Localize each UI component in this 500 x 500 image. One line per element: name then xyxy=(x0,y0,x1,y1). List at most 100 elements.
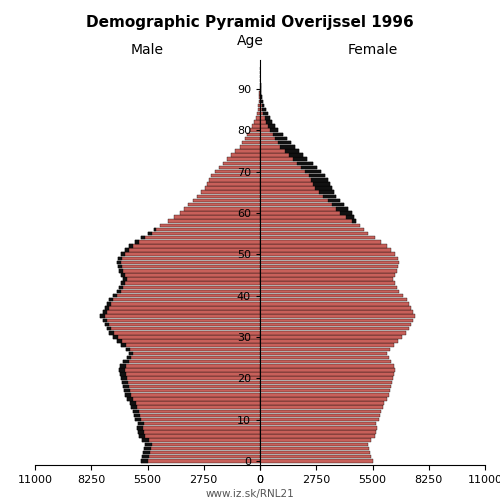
Bar xyxy=(196,194,260,198)
Bar xyxy=(260,116,270,119)
Bar xyxy=(108,331,114,334)
Bar xyxy=(328,199,340,202)
Bar xyxy=(121,282,125,285)
Text: Age: Age xyxy=(236,34,264,48)
Bar xyxy=(260,211,352,214)
Bar xyxy=(297,162,313,165)
Bar xyxy=(129,244,260,248)
Bar xyxy=(117,290,260,293)
Bar xyxy=(260,348,390,351)
Bar xyxy=(112,294,117,298)
Bar xyxy=(260,265,398,268)
Bar xyxy=(260,426,376,430)
Bar xyxy=(117,340,260,343)
Bar xyxy=(260,199,340,202)
Bar xyxy=(119,286,260,289)
Bar xyxy=(121,344,260,347)
Bar xyxy=(121,376,260,380)
Bar xyxy=(135,418,141,422)
Bar xyxy=(260,306,412,310)
Bar xyxy=(260,294,403,298)
Bar xyxy=(262,108,266,112)
Bar xyxy=(260,96,262,99)
Bar xyxy=(274,132,282,136)
Bar xyxy=(258,108,260,112)
Bar xyxy=(207,182,260,186)
Bar xyxy=(108,298,112,302)
Bar xyxy=(127,397,133,400)
Bar xyxy=(160,224,260,227)
Bar xyxy=(148,232,260,235)
Bar xyxy=(192,199,260,202)
Bar xyxy=(244,137,260,140)
Bar xyxy=(133,410,260,413)
Bar xyxy=(135,240,140,244)
Bar xyxy=(112,335,260,338)
Bar xyxy=(278,141,290,144)
Bar xyxy=(119,286,123,289)
Bar xyxy=(260,376,393,380)
Bar xyxy=(120,364,260,368)
Bar xyxy=(121,344,126,347)
Bar xyxy=(106,327,110,330)
Bar xyxy=(260,446,370,450)
Bar xyxy=(260,260,399,264)
Bar xyxy=(305,170,322,173)
Bar xyxy=(260,372,394,376)
Bar xyxy=(260,459,372,462)
Bar xyxy=(260,87,261,90)
Bar xyxy=(102,310,106,314)
Bar xyxy=(131,406,138,409)
Bar xyxy=(260,410,380,413)
Bar xyxy=(260,298,408,302)
Bar xyxy=(352,220,356,223)
Bar xyxy=(123,278,260,281)
Bar xyxy=(260,360,391,364)
Bar xyxy=(332,203,344,206)
Bar xyxy=(228,158,260,161)
Bar xyxy=(134,414,260,417)
Bar xyxy=(117,260,260,264)
Bar xyxy=(120,364,126,368)
Bar xyxy=(142,236,146,240)
Bar xyxy=(121,376,127,380)
Bar xyxy=(125,248,260,252)
Bar xyxy=(260,92,262,95)
Bar xyxy=(142,438,148,442)
Bar xyxy=(260,422,376,426)
Bar xyxy=(242,141,260,144)
Bar xyxy=(180,211,260,214)
Bar xyxy=(138,430,144,434)
Bar xyxy=(123,384,260,388)
Bar xyxy=(254,120,260,124)
Bar xyxy=(260,430,376,434)
Bar xyxy=(142,438,260,442)
Bar xyxy=(232,154,260,157)
Bar xyxy=(315,186,332,190)
Bar xyxy=(260,302,410,306)
Bar xyxy=(148,232,152,235)
Bar xyxy=(260,236,374,240)
Bar xyxy=(264,112,268,116)
Bar xyxy=(260,203,344,206)
Bar xyxy=(121,273,260,276)
Bar xyxy=(259,100,260,103)
Title: Female: Female xyxy=(348,44,398,58)
Bar xyxy=(125,393,131,396)
Text: Demographic Pyramid Overijssel 1996: Demographic Pyramid Overijssel 1996 xyxy=(86,15,414,30)
Bar xyxy=(130,402,136,405)
Bar xyxy=(260,108,266,112)
Bar xyxy=(260,310,414,314)
Bar xyxy=(138,426,143,430)
Bar xyxy=(104,306,260,310)
Bar xyxy=(266,120,272,124)
Bar xyxy=(260,314,416,318)
Bar xyxy=(260,322,412,326)
Bar xyxy=(121,273,125,276)
Bar xyxy=(133,410,140,413)
Bar xyxy=(140,434,260,438)
Bar xyxy=(119,368,260,372)
Bar xyxy=(260,120,272,124)
Bar xyxy=(108,331,260,334)
Bar xyxy=(260,186,332,190)
